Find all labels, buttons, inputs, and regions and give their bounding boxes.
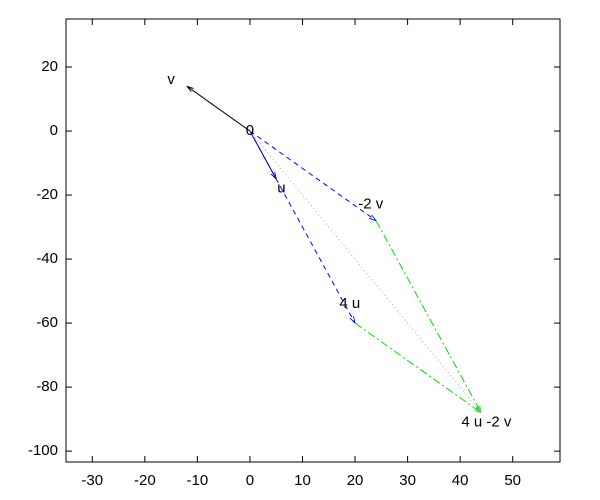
y-tick-label: -40 <box>36 250 58 267</box>
vector <box>354 322 481 413</box>
x-tick-label: 20 <box>347 472 364 489</box>
y-tick-label: -20 <box>36 186 58 203</box>
x-tick-label: 0 <box>246 472 254 489</box>
x-tick-label: 50 <box>504 472 521 489</box>
vector-label: u <box>277 180 285 197</box>
y-tick-label: -60 <box>36 314 58 331</box>
x-tick-label: -30 <box>81 472 103 489</box>
vector-label: v <box>167 71 175 88</box>
x-tick-label: 10 <box>294 472 311 489</box>
vector-label: 0 <box>246 122 254 139</box>
x-tick-label: -10 <box>187 472 209 489</box>
vector <box>249 130 376 221</box>
x-tick-label: 30 <box>399 472 416 489</box>
y-tick-label: -100 <box>28 442 58 459</box>
y-tick-label: -80 <box>36 378 58 395</box>
x-tick-label: -20 <box>134 472 156 489</box>
vector <box>375 220 481 413</box>
y-tick-label: 20 <box>41 58 58 75</box>
vector <box>187 86 251 132</box>
y-tick-label: 0 <box>50 122 58 139</box>
vector-label: -2 v <box>358 196 384 213</box>
vector-label: 4 u <box>339 295 360 312</box>
vector <box>249 130 355 323</box>
x-tick-label: 40 <box>452 472 469 489</box>
vector <box>249 130 481 413</box>
vector-label: 4 u -2 v <box>461 413 512 430</box>
plot-frame <box>65 18 561 463</box>
